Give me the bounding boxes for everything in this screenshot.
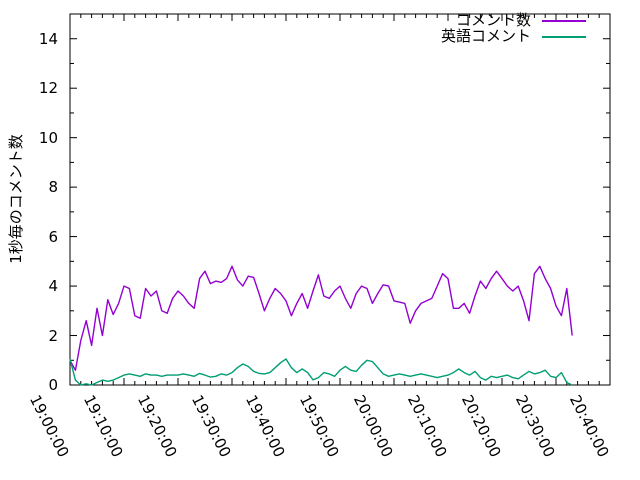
legend-line-sample xyxy=(542,19,586,22)
y-tick-label: 0 xyxy=(48,376,58,394)
legend-item: 英語コメント xyxy=(441,29,586,44)
legend-line-sample xyxy=(542,35,586,38)
y-tick-label: 6 xyxy=(48,227,58,246)
legend-label: 英語コメント xyxy=(440,27,531,45)
y-tick-label: 10 xyxy=(38,128,58,147)
y-tick-label: 8 xyxy=(48,178,58,197)
y-tick-label: 12 xyxy=(38,79,58,98)
legend: コメント数 英語コメント xyxy=(441,13,586,44)
y-tick-label: 4 xyxy=(48,277,58,296)
legend-item: コメント数 xyxy=(441,13,586,28)
legend-label: コメント数 xyxy=(455,11,531,29)
y-tick-label: 14 xyxy=(38,29,58,48)
y-tick-label: 2 xyxy=(48,326,58,345)
